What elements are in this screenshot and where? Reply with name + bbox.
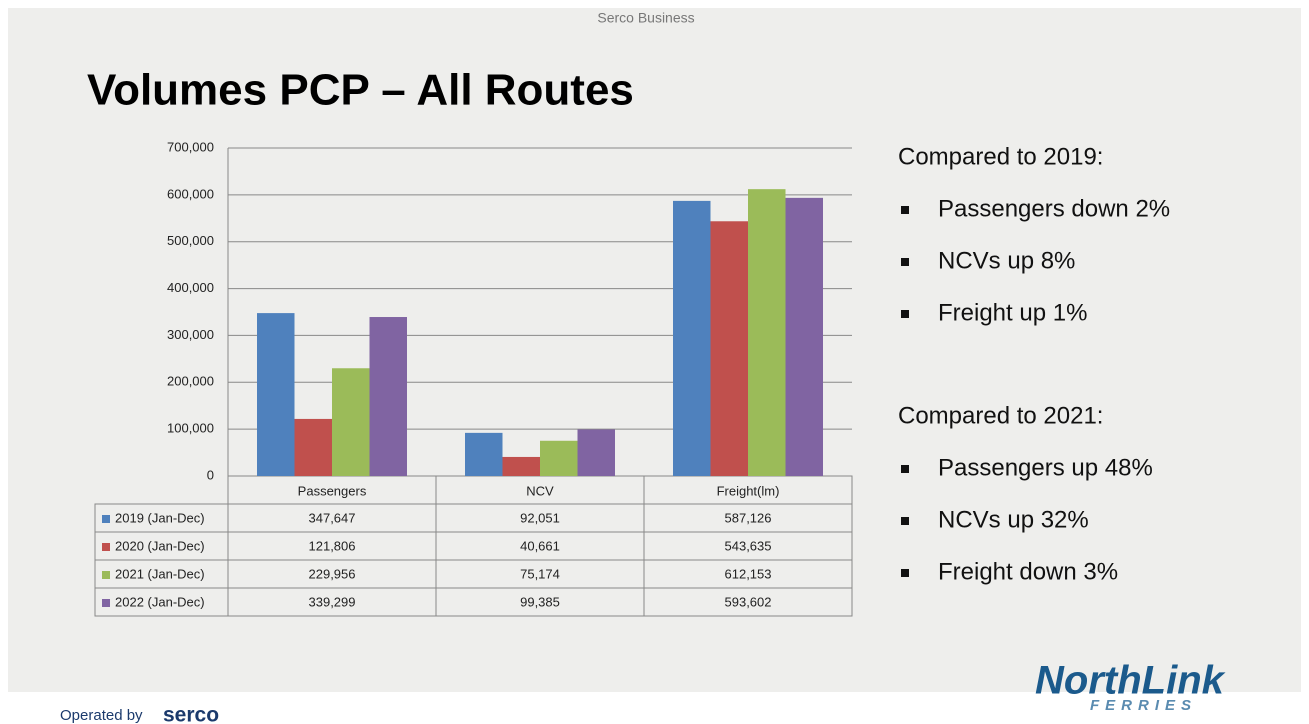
legend-label: 2019 (Jan-Dec) bbox=[115, 510, 205, 525]
comparison-heading: Compared to 2021: bbox=[898, 402, 1103, 429]
table-value: 612,153 bbox=[725, 566, 772, 581]
slide-panel bbox=[8, 8, 1301, 692]
bullet bbox=[901, 258, 909, 266]
bullet bbox=[901, 206, 909, 214]
title: Volumes PCP – All Routes bbox=[87, 66, 634, 115]
legend-label: 2020 (Jan-Dec) bbox=[115, 538, 205, 553]
table-value: 339,299 bbox=[309, 594, 356, 609]
logo-name: NorthLink bbox=[1035, 659, 1226, 703]
y-tick-label: 300,000 bbox=[167, 327, 214, 342]
bar bbox=[540, 440, 578, 476]
table-value: 99,385 bbox=[520, 594, 560, 609]
y-tick-label: 0 bbox=[207, 467, 214, 482]
legend-swatch bbox=[102, 571, 110, 579]
bar bbox=[332, 368, 370, 476]
y-tick-label: 700,000 bbox=[167, 139, 214, 154]
comparison-item: Freight down 3% bbox=[938, 558, 1118, 585]
comparison-item: NCVs up 32% bbox=[938, 506, 1089, 533]
bar bbox=[294, 418, 332, 476]
y-tick-label: 600,000 bbox=[167, 186, 214, 201]
bullet bbox=[901, 517, 909, 525]
y-tick-label: 200,000 bbox=[167, 374, 214, 389]
y-tick-label: 400,000 bbox=[167, 280, 214, 295]
legend-swatch bbox=[102, 543, 110, 551]
legend-swatch bbox=[102, 515, 110, 523]
comparison-item: NCVs up 8% bbox=[938, 247, 1075, 274]
comparison-heading: Compared to 2019: bbox=[898, 143, 1103, 170]
table-value: 40,661 bbox=[520, 538, 560, 553]
table-value: 347,647 bbox=[309, 510, 356, 525]
table-value: 75,174 bbox=[520, 566, 560, 581]
y-tick-label: 500,000 bbox=[167, 233, 214, 248]
bar bbox=[502, 456, 540, 476]
bar bbox=[369, 317, 407, 476]
table-value: 587,126 bbox=[725, 510, 772, 525]
bullet bbox=[901, 465, 909, 473]
bar bbox=[710, 221, 748, 476]
comparison-item: Passengers up 48% bbox=[938, 454, 1153, 481]
bar bbox=[257, 313, 295, 476]
table-value: 121,806 bbox=[309, 538, 356, 553]
legend-swatch bbox=[102, 599, 110, 607]
comparison-item: Passengers down 2% bbox=[938, 195, 1170, 222]
legend-label: 2021 (Jan-Dec) bbox=[115, 566, 205, 581]
bar bbox=[785, 197, 823, 477]
bullet bbox=[901, 569, 909, 577]
bar bbox=[577, 429, 615, 476]
table-value: 229,956 bbox=[309, 566, 356, 581]
table-value: 543,635 bbox=[725, 538, 772, 553]
table-value: 92,051 bbox=[520, 510, 560, 525]
bar bbox=[465, 432, 503, 476]
x-tick-label: NCV bbox=[526, 483, 554, 498]
logo-sub: FERRIES bbox=[1090, 697, 1197, 714]
bullet bbox=[901, 310, 909, 318]
y-tick-label: 100,000 bbox=[167, 421, 214, 436]
header: Serco Business bbox=[597, 10, 694, 26]
footer-prefix: Operated by bbox=[60, 707, 143, 724]
legend-label: 2022 (Jan-Dec) bbox=[115, 594, 205, 609]
bar bbox=[673, 200, 711, 476]
bar bbox=[748, 189, 786, 476]
footer-brand: serco bbox=[163, 704, 219, 724]
x-tick-label: Passengers bbox=[298, 483, 367, 498]
x-tick-label: Freight(lm) bbox=[717, 483, 780, 498]
comparison-item: Freight up 1% bbox=[938, 299, 1087, 326]
table-value: 593,602 bbox=[725, 594, 772, 609]
